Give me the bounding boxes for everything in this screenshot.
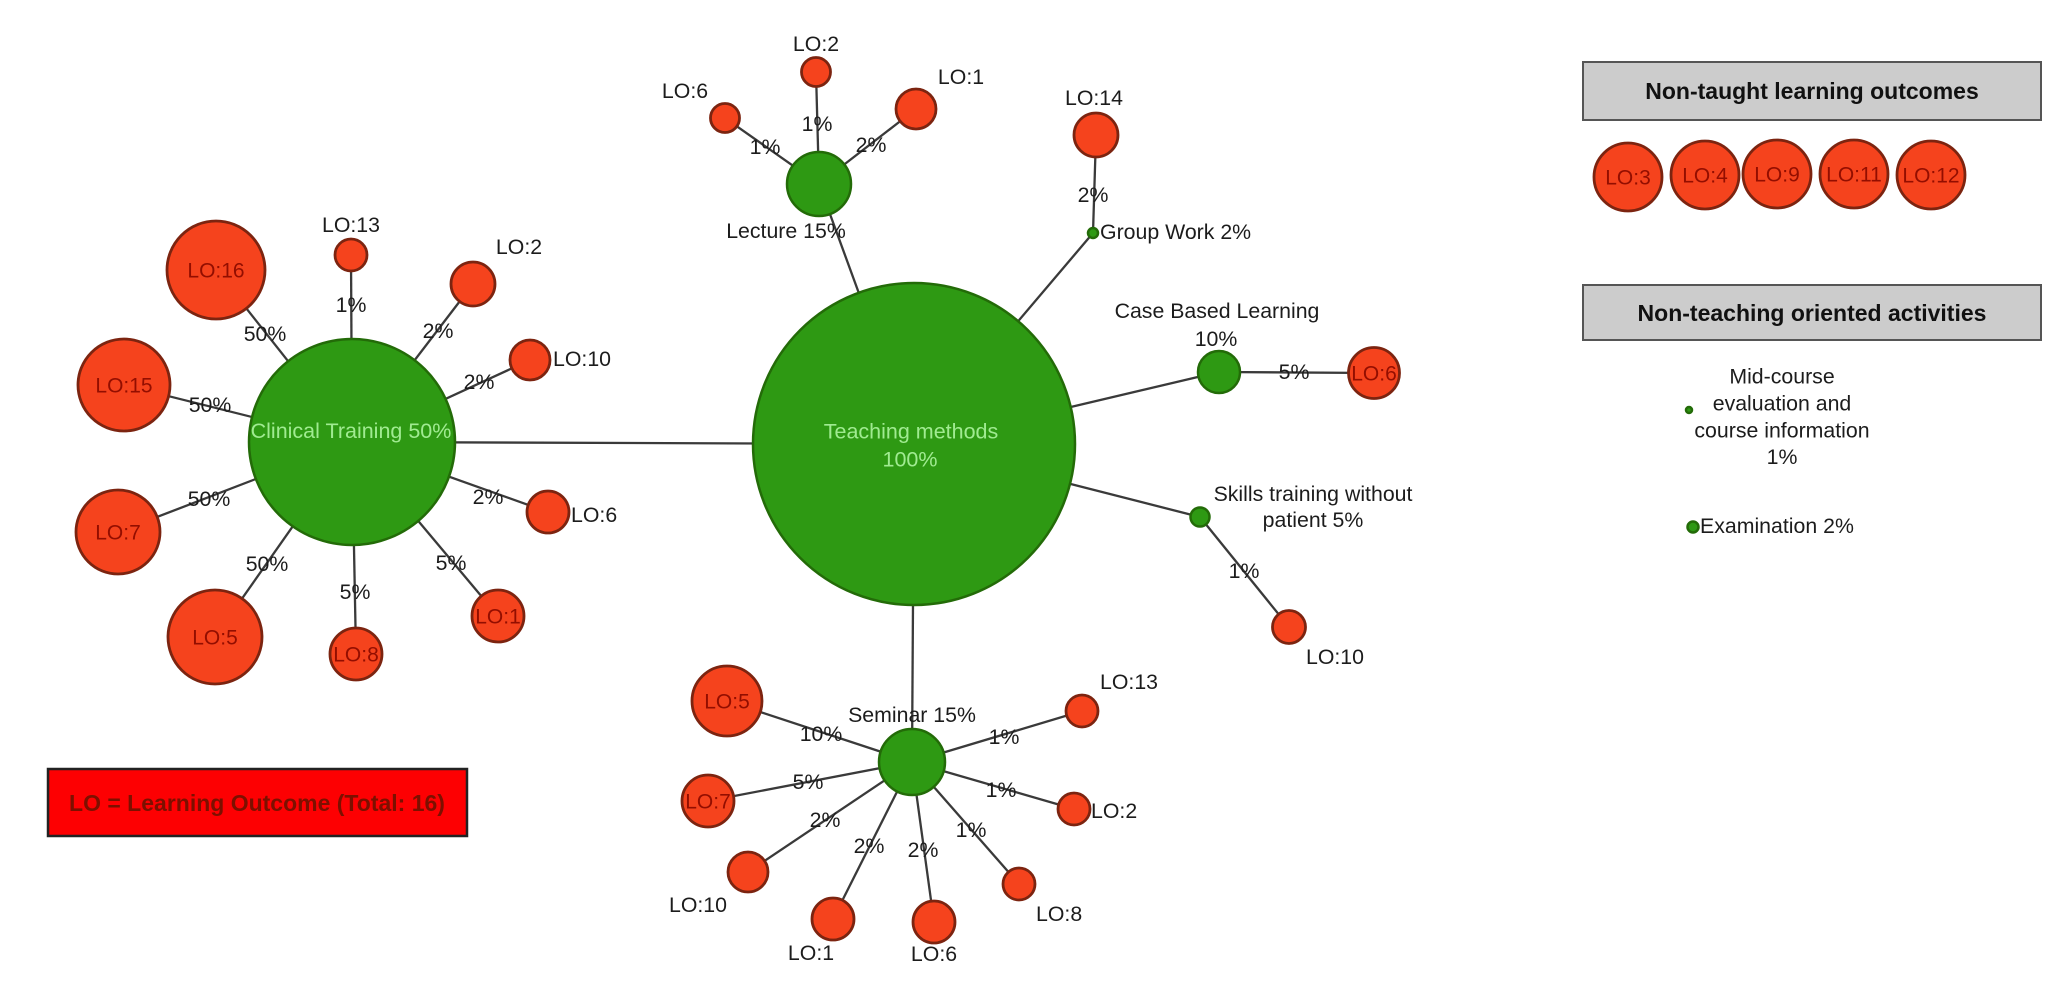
svg-text:LO:4: LO:4 [1682, 165, 1728, 188]
svg-text:LO:10: LO:10 [1306, 645, 1364, 669]
svg-text:LO:6: LO:6 [662, 79, 708, 103]
svg-text:2%: 2% [856, 133, 887, 157]
svg-text:LO:13: LO:13 [1100, 670, 1158, 694]
svg-text:LO:3: LO:3 [1605, 167, 1651, 190]
svg-text:LO:9: LO:9 [1754, 164, 1800, 187]
svg-text:1%: 1% [336, 293, 367, 317]
svg-text:2%: 2% [854, 834, 885, 858]
svg-text:50%: 50% [188, 487, 231, 511]
svg-text:2%: 2% [1078, 183, 1109, 207]
svg-text:Non-taught learning outcomes: Non-taught learning outcomes [1645, 78, 1979, 104]
svg-text:course information: course information [1694, 419, 1869, 443]
svg-text:Skills training without: Skills training without [1214, 482, 1413, 506]
svg-text:LO:10: LO:10 [669, 893, 727, 917]
svg-text:Seminar 15%: Seminar 15% [848, 703, 976, 727]
svg-text:Non-teaching oriented activiti: Non-teaching oriented activities [1638, 300, 1987, 326]
svg-text:LO:6: LO:6 [1351, 363, 1397, 386]
svg-text:LO:12: LO:12 [1902, 165, 1959, 188]
svg-text:LO:7: LO:7 [685, 791, 731, 814]
svg-text:2%: 2% [810, 808, 841, 832]
svg-text:50%: 50% [246, 552, 289, 576]
svg-text:2%: 2% [464, 370, 495, 394]
svg-text:LO:6: LO:6 [571, 503, 617, 527]
svg-text:50%: 50% [189, 393, 232, 417]
svg-text:LO:13: LO:13 [322, 213, 380, 237]
svg-text:1%: 1% [1767, 445, 1798, 469]
svg-text:LO:8: LO:8 [1036, 902, 1082, 926]
svg-text:LO:5: LO:5 [704, 691, 750, 714]
svg-text:LO:7: LO:7 [95, 522, 141, 545]
svg-text:2%: 2% [908, 838, 939, 862]
svg-text:100%: 100% [883, 448, 938, 472]
svg-text:5%: 5% [793, 770, 824, 794]
svg-text:2%: 2% [473, 485, 504, 509]
svg-text:LO:14: LO:14 [1065, 86, 1123, 110]
svg-text:LO:2: LO:2 [793, 32, 839, 56]
svg-text:LO:16: LO:16 [187, 260, 244, 283]
svg-text:5%: 5% [1279, 360, 1310, 384]
svg-text:10%: 10% [800, 722, 843, 746]
svg-text:LO:2: LO:2 [1091, 799, 1137, 823]
svg-text:1%: 1% [802, 112, 833, 136]
svg-text:LO:1: LO:1 [475, 606, 521, 629]
svg-text:LO:1: LO:1 [788, 941, 834, 965]
svg-text:Lecture 15%: Lecture 15% [726, 219, 846, 243]
svg-text:patient 5%: patient 5% [1263, 508, 1364, 532]
svg-text:LO:10: LO:10 [553, 347, 611, 371]
svg-text:Clinical Training 50%: Clinical Training 50% [251, 419, 452, 443]
svg-text:Teaching methods: Teaching methods [824, 420, 999, 444]
svg-text:5%: 5% [436, 551, 467, 575]
svg-text:LO:6: LO:6 [911, 942, 957, 966]
svg-text:5%: 5% [340, 580, 371, 604]
svg-text:Group Work 2%: Group Work 2% [1100, 220, 1251, 244]
svg-text:1%: 1% [956, 818, 987, 842]
svg-text:1%: 1% [1229, 559, 1260, 583]
svg-text:Case Based Learning: Case Based Learning [1115, 299, 1320, 323]
svg-text:LO:8: LO:8 [333, 644, 379, 667]
svg-text:1%: 1% [989, 725, 1020, 749]
svg-text:LO = Learning Outcome (Total:: LO = Learning Outcome (Total: 16) [69, 790, 445, 816]
svg-text:Mid-course: Mid-course [1729, 365, 1834, 389]
svg-text:10%: 10% [1195, 327, 1238, 351]
svg-text:LO:2: LO:2 [496, 235, 542, 259]
svg-text:Examination 2%: Examination 2% [1700, 514, 1854, 538]
svg-text:50%: 50% [244, 322, 287, 346]
svg-text:1%: 1% [750, 135, 781, 159]
svg-text:LO:5: LO:5 [192, 627, 238, 650]
svg-text:evaluation and: evaluation and [1713, 392, 1852, 416]
svg-text:LO:11: LO:11 [1826, 164, 1882, 187]
svg-text:LO:1: LO:1 [938, 65, 984, 89]
svg-text:1%: 1% [986, 778, 1017, 802]
svg-text:LO:15: LO:15 [95, 375, 152, 398]
svg-text:2%: 2% [423, 319, 454, 343]
